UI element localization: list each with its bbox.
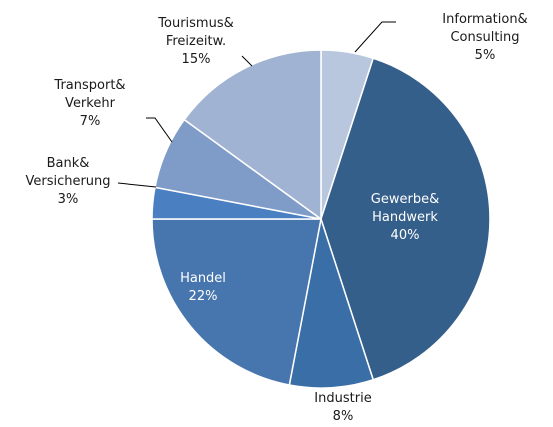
category-label: Industrie xyxy=(314,391,372,406)
leader-line xyxy=(354,21,396,53)
leader-line xyxy=(117,182,157,188)
pie-slice xyxy=(183,49,322,221)
pie-slice xyxy=(151,218,322,386)
value-label: 5% xyxy=(474,48,496,63)
leader-line xyxy=(146,117,173,143)
category-label: Tourismus& Freizeitw. xyxy=(158,16,234,49)
slice-label: Tourismus& Freizeitw. 15% xyxy=(158,15,233,69)
value-label: 3% xyxy=(57,192,79,207)
value-label: 15% xyxy=(181,52,211,67)
slice-label: Gewerbe& Handwerk 40% xyxy=(371,191,439,245)
slice-label: Bank& Versicherung 3% xyxy=(25,155,110,209)
category-label: Information& Consulting xyxy=(442,12,528,45)
slice-label: Transport& Verkehr 7% xyxy=(54,77,125,131)
value-label: 7% xyxy=(79,114,101,129)
category-label: Gewerbe& Handwerk xyxy=(370,192,440,225)
slice-label: Information& Consulting 5% xyxy=(442,11,527,65)
category-label: Transport& Verkehr xyxy=(54,78,126,111)
value-label: 8% xyxy=(332,409,354,424)
slice-label: Handel 22% xyxy=(180,270,226,306)
value-label: 22% xyxy=(188,289,218,304)
leader-line xyxy=(241,55,253,67)
category-label: Bank& Versicherung xyxy=(25,156,111,189)
slice-label: Industrie 8% xyxy=(314,390,371,426)
pie-slice xyxy=(320,57,491,381)
value-label: 40% xyxy=(390,228,420,243)
slices xyxy=(151,49,491,389)
category-label: Handel xyxy=(180,271,226,286)
